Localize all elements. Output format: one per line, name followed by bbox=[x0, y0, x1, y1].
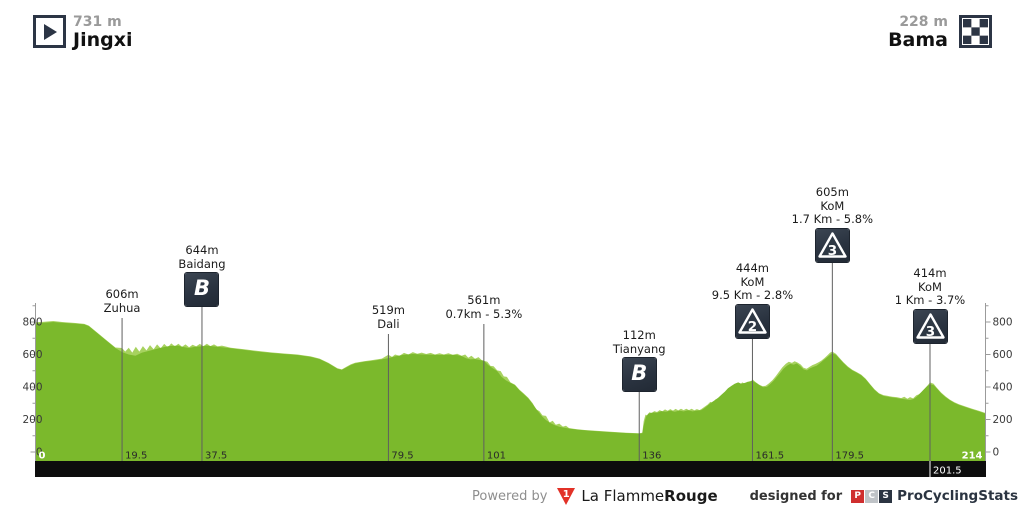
waypoint-label-line: Zuhua bbox=[103, 300, 141, 315]
x-tick-label-101: 101 bbox=[487, 451, 506, 462]
finish-flag-icon bbox=[959, 15, 992, 48]
waypoint-label-561m: 561m 0.7km - 5.3% bbox=[445, 293, 523, 321]
procyclingstats-link[interactable]: ProCyclingStats bbox=[897, 488, 1018, 504]
lfr-name-regular: La Flamme bbox=[581, 487, 665, 505]
waypoint-label-line: 444m bbox=[735, 261, 770, 275]
x-tick-label-179.5: 179.5 bbox=[835, 451, 864, 462]
waypoint-label-line: 0.7km - 5.3% bbox=[445, 306, 523, 321]
footer-credits: Powered by 1 La FlammeRouge designed for… bbox=[472, 482, 1018, 510]
waypoint-label-606m: 606m Zuhua bbox=[103, 287, 141, 315]
waypoint-label-line: 414m bbox=[913, 266, 947, 280]
waypoint-label-line: Dali bbox=[377, 316, 400, 331]
y-tick-label-right-800: 800 bbox=[993, 317, 1013, 329]
y-tick-label-left-800: 800 bbox=[22, 317, 42, 329]
lfr-name-bold: Rouge bbox=[664, 487, 718, 505]
pcs-block-c: C bbox=[865, 489, 879, 503]
kom-triangle-icon: 3 bbox=[915, 312, 945, 340]
y-tick-label-left-200: 200 bbox=[22, 414, 42, 426]
finish-info: 228 m Bama bbox=[888, 14, 948, 51]
x-tick-label-79.5: 79.5 bbox=[391, 451, 413, 462]
finish-elevation: 228 m bbox=[899, 14, 948, 30]
kom-category-2-badge-icon: 2 bbox=[735, 304, 769, 338]
waypoint-label-line: Baidang bbox=[178, 256, 226, 271]
waypoint-label-414m: 414m KoM 1 Km - 3.7% bbox=[894, 266, 966, 308]
kom-category-3-badge-icon: 3 bbox=[815, 228, 849, 262]
waypoint-label-line: KoM bbox=[740, 274, 765, 289]
kom-triangle-icon: 3 bbox=[818, 231, 847, 259]
waypoint-label-line: 1.7 Km - 5.8% bbox=[791, 212, 874, 226]
waypoint-label-line: 112m bbox=[622, 328, 656, 342]
start-info: 731 m Jingxi bbox=[73, 14, 132, 51]
start-flag-icon bbox=[33, 15, 66, 48]
waypoint-label-line: 605m bbox=[815, 185, 849, 199]
x-tick-label-0: 0 bbox=[39, 451, 46, 462]
waypoint-label-line: 644m bbox=[185, 243, 219, 257]
waypoint-label-line: 9.5 Km - 2.8% bbox=[711, 288, 794, 302]
x-tick-label-161.5: 161.5 bbox=[755, 451, 784, 462]
distance-bar bbox=[35, 461, 986, 477]
elevation-area-smoothed-elevation bbox=[35, 322, 986, 461]
checkered-flag-icon bbox=[963, 19, 988, 44]
y-tick-label-left-400: 400 bbox=[22, 382, 42, 394]
svg-text:1: 1 bbox=[563, 489, 570, 500]
powered-by-label: Powered by bbox=[472, 488, 548, 504]
svg-text:3: 3 bbox=[925, 324, 934, 340]
waypoint-label-519m: 519m Dali bbox=[371, 303, 405, 331]
y-tick-label-left-0: 0 bbox=[36, 447, 43, 459]
finish-name: Bama bbox=[888, 29, 948, 51]
waypoint-label-line: 561m bbox=[467, 293, 501, 307]
la-flamme-rouge-icon: 1 bbox=[556, 487, 576, 506]
x-tick-label-214: 214 bbox=[962, 451, 983, 462]
x-tick-label-201-5: 201.5 bbox=[933, 466, 962, 477]
waypoint-label-644m: 644m Baidang bbox=[178, 243, 226, 271]
y-tick-label-right-400: 400 bbox=[993, 382, 1013, 394]
badge-letter: B bbox=[193, 276, 210, 300]
waypoint-label-line: 606m bbox=[105, 287, 139, 301]
y-tick-label-left-600: 600 bbox=[22, 349, 42, 361]
kom-triangle-icon: 2 bbox=[738, 307, 767, 335]
designed-for-label: designed for bbox=[749, 488, 843, 504]
la-flamme-rouge-link[interactable]: La FlammeRouge bbox=[581, 487, 717, 505]
waypoint-label-line: 519m bbox=[371, 303, 405, 317]
waypoint-label-line: KoM bbox=[820, 198, 845, 213]
waypoint-label-line: KoM bbox=[918, 279, 942, 294]
y-tick-label-right-0: 0 bbox=[993, 447, 1000, 459]
bonus-sprint-badge-icon: B bbox=[185, 273, 219, 306]
start-elevation: 731 m bbox=[73, 14, 122, 30]
x-tick-label-136: 136 bbox=[642, 451, 661, 462]
bonus-sprint-badge-icon: B bbox=[622, 358, 656, 391]
pcs-logo-icon: P C S bbox=[851, 489, 893, 503]
y-tick-label-right-600: 600 bbox=[993, 349, 1013, 361]
play-icon bbox=[43, 23, 57, 40]
waypoint-label-444m: 444m KoM 9.5 Km - 2.8% bbox=[711, 261, 794, 303]
x-tick-label-37.5: 37.5 bbox=[205, 451, 227, 462]
waypoint-label-605m: 605m KoM 1.7 Km - 5.8% bbox=[791, 185, 874, 227]
kom-category-3-badge-icon: 3 bbox=[913, 309, 947, 343]
x-tick-label-19.5: 19.5 bbox=[125, 451, 147, 462]
y-tick-label-right-200: 200 bbox=[993, 414, 1013, 426]
waypoint-label-112m: 112m Tianyang bbox=[612, 328, 666, 356]
waypoint-label-line: Tianyang bbox=[612, 341, 666, 356]
waypoint-label-line: 1 Km - 3.7% bbox=[894, 293, 966, 307]
svg-text:3: 3 bbox=[828, 243, 837, 259]
svg-text:2: 2 bbox=[748, 319, 757, 335]
badge-letter: B bbox=[631, 361, 648, 385]
pcs-block-p: P bbox=[851, 489, 865, 503]
start-name: Jingxi bbox=[73, 29, 133, 51]
pcs-block-s: S bbox=[879, 489, 893, 503]
